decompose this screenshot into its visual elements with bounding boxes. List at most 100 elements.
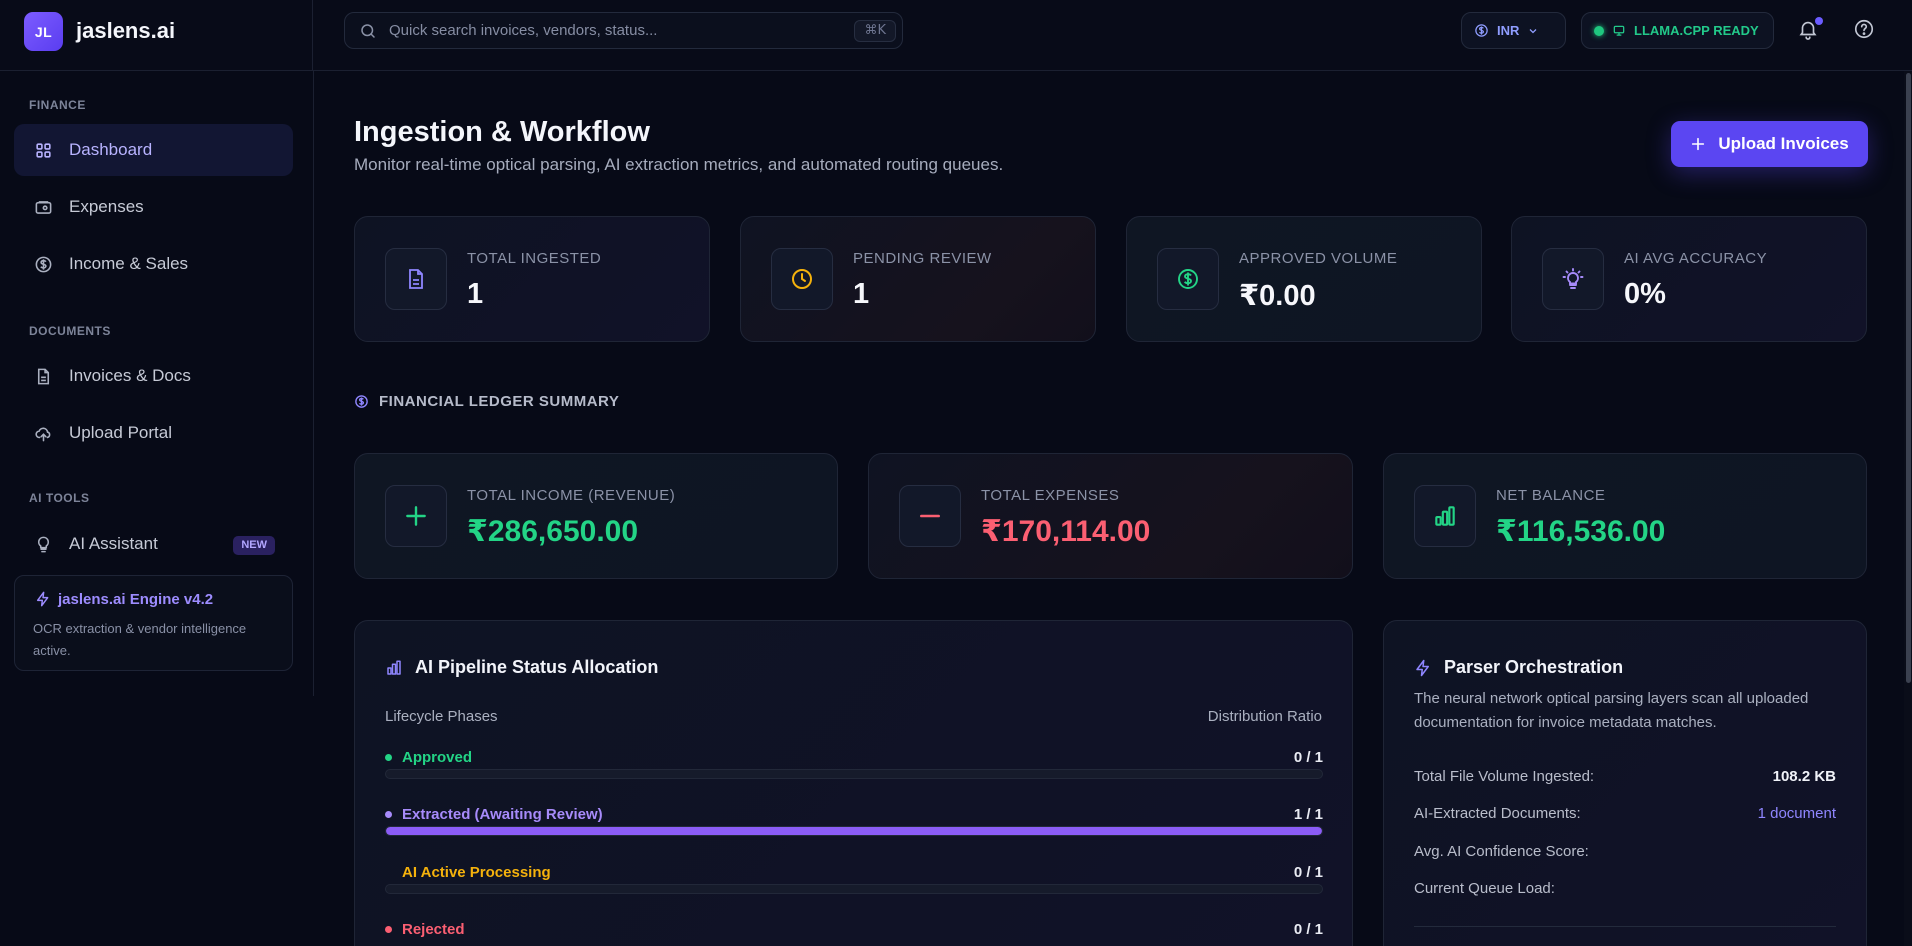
page-title: Ingestion & Workflow bbox=[354, 116, 650, 148]
search-icon bbox=[359, 22, 377, 40]
plus-icon bbox=[1690, 136, 1706, 152]
distribution-ratio-header: Distribution Ratio bbox=[1207, 708, 1322, 725]
sidebar-item-upload-portal[interactable]: Upload Portal bbox=[14, 407, 293, 459]
ledger-card-total-income[interactable]: TOTAL INCOME (REVENUE) ₹286,650.00 bbox=[354, 453, 838, 579]
sidebar-item-label: Dashboard bbox=[69, 140, 153, 159]
page-subtitle: Monitor real-time optical parsing, AI ex… bbox=[354, 155, 1004, 174]
brand: JL jaslens.ai bbox=[0, 0, 313, 71]
scrollbar-thumb[interactable] bbox=[1906, 73, 1911, 683]
upload-label: Upload Invoices bbox=[1718, 134, 1849, 153]
minus-icon bbox=[899, 485, 961, 547]
ledger-label: NET BALANCE bbox=[1496, 487, 1606, 504]
stat-label: AI AVG ACCURACY bbox=[1624, 250, 1768, 267]
parser-title-label: Parser Orchestration bbox=[1444, 657, 1624, 677]
phase-label-text: Approved bbox=[402, 749, 473, 766]
stat-card-pending-review[interactable]: PENDING REVIEW 1 bbox=[740, 216, 1096, 342]
grid-icon bbox=[34, 141, 53, 160]
parser-row-label: Current Queue Load: bbox=[1414, 880, 1555, 897]
sidebar-item-invoices-docs[interactable]: Invoices & Docs bbox=[14, 350, 293, 402]
phase-progress-track bbox=[385, 826, 1323, 836]
sidebar-item-ai-assistant[interactable]: AI Assistant NEW bbox=[14, 518, 293, 570]
ledger-label: TOTAL EXPENSES bbox=[981, 487, 1120, 504]
ledger-card-total-expenses[interactable]: TOTAL EXPENSES ₹170,114.00 bbox=[868, 453, 1353, 579]
phase-label-text: Rejected bbox=[402, 921, 465, 938]
sidebar-item-label: Invoices & Docs bbox=[69, 366, 191, 385]
phase-count: 0 / 1 bbox=[1293, 749, 1323, 766]
phase-count: 0 / 1 bbox=[1293, 921, 1323, 938]
phase-progress-track bbox=[385, 884, 1323, 894]
phase-dot bbox=[385, 926, 392, 933]
phase-extracted: Extracted (Awaiting Review) 1 / 1 bbox=[385, 806, 1323, 846]
currency-selector[interactable]: INR bbox=[1461, 12, 1566, 49]
pipeline-title-label: AI Pipeline Status Allocation bbox=[415, 657, 659, 677]
help-button[interactable] bbox=[1853, 18, 1879, 44]
phase-dot bbox=[385, 811, 392, 818]
cloud-upload-icon bbox=[34, 424, 53, 443]
stat-card-ai-accuracy[interactable]: AI AVG ACCURACY 0% bbox=[1511, 216, 1867, 342]
brand-name[interactable]: jaslens.ai bbox=[76, 18, 176, 43]
stat-card-total-ingested[interactable]: TOTAL INGESTED 1 bbox=[354, 216, 710, 342]
ledger-value: ₹286,650.00 bbox=[467, 515, 639, 548]
dollar-circle-icon bbox=[354, 394, 369, 409]
parser-row-queue-load: Current Queue Load: bbox=[1414, 880, 1836, 900]
ledger-heading: FINANCIAL LEDGER SUMMARY bbox=[354, 393, 619, 410]
engine-info-card: jaslens.ai Engine v4.2 OCR extraction & … bbox=[14, 575, 293, 671]
phase-progress-fill bbox=[386, 827, 1322, 835]
brand-logo[interactable]: JL bbox=[24, 12, 63, 51]
phase-dot bbox=[385, 869, 392, 876]
document-icon bbox=[34, 367, 53, 386]
currency-label: INR bbox=[1497, 23, 1520, 38]
phase-rejected: Rejected 0 / 1 bbox=[385, 921, 1323, 946]
phase-dot bbox=[385, 754, 392, 761]
engine-title: jaslens.ai Engine v4.2 bbox=[58, 591, 214, 608]
llm-status-label: LLAMA.CPP READY bbox=[1634, 23, 1759, 38]
bar-chart-icon bbox=[385, 659, 403, 677]
search-shortcut: ⌘K bbox=[854, 20, 896, 42]
stat-label: TOTAL INGESTED bbox=[467, 250, 602, 267]
parser-row-file-volume: Total File Volume Ingested: 108.2 KB bbox=[1414, 768, 1836, 788]
phase-label: AI Active Processing bbox=[385, 864, 551, 881]
sidebar: FINANCE Dashboard Expenses Income & Sale… bbox=[0, 71, 314, 696]
notifications-button[interactable] bbox=[1797, 17, 1823, 44]
parser-row-extracted-docs: AI-Extracted Documents: 1 document bbox=[1414, 805, 1836, 825]
stat-label: PENDING REVIEW bbox=[853, 250, 992, 267]
section-documents: DOCUMENTS bbox=[29, 324, 111, 338]
divider bbox=[1414, 926, 1836, 927]
phase-label: Approved bbox=[385, 749, 472, 766]
chevron-down-icon bbox=[1527, 25, 1539, 37]
phase-label-text: Extracted (Awaiting Review) bbox=[402, 806, 603, 823]
llm-status[interactable]: LLAMA.CPP READY bbox=[1581, 12, 1774, 49]
sidebar-item-income-sales[interactable]: Income & Sales bbox=[14, 238, 293, 290]
parser-row-label: AI-Extracted Documents: bbox=[1414, 805, 1581, 822]
top-bar: JL jaslens.ai ⌘K INR LLAMA.CPP READY bbox=[0, 0, 1912, 71]
pipeline-title: AI Pipeline Status Allocation bbox=[385, 657, 658, 678]
clock-icon bbox=[771, 248, 833, 310]
dollar-circle-icon bbox=[34, 255, 53, 274]
sidebar-item-label: Upload Portal bbox=[69, 423, 173, 442]
upload-invoices-button[interactable]: Upload Invoices bbox=[1671, 121, 1868, 167]
sidebar-item-expenses[interactable]: Expenses bbox=[14, 181, 293, 233]
ledger-card-net-balance[interactable]: NET BALANCE ₹116,536.00 bbox=[1383, 453, 1867, 579]
stat-value: ₹0.00 bbox=[1239, 280, 1316, 312]
sidebar-item-dashboard[interactable]: Dashboard bbox=[14, 124, 293, 176]
lightning-icon bbox=[35, 591, 51, 607]
stat-card-approved-volume[interactable]: APPROVED VOLUME ₹0.00 bbox=[1126, 216, 1482, 342]
search-bar[interactable]: ⌘K bbox=[344, 12, 903, 49]
phase-count: 0 / 1 bbox=[1293, 864, 1323, 881]
dollar-circle-icon bbox=[1157, 248, 1219, 310]
parser-row-value[interactable]: 1 document bbox=[1757, 805, 1836, 822]
bell-icon bbox=[1797, 18, 1823, 40]
stat-value: 1 bbox=[853, 278, 870, 310]
currency-icon bbox=[1474, 23, 1489, 38]
wallet-icon bbox=[34, 198, 53, 217]
search-input[interactable] bbox=[389, 13, 809, 48]
section-finance: FINANCE bbox=[29, 98, 86, 112]
lightbulb-icon bbox=[34, 535, 53, 554]
parser-row-value: 108.2 KB bbox=[1772, 768, 1836, 785]
parser-description: The neural network optical parsing layer… bbox=[1414, 690, 1809, 731]
new-badge: NEW bbox=[233, 536, 275, 555]
server-icon bbox=[1612, 24, 1626, 38]
stat-value: 1 bbox=[467, 278, 484, 310]
parser-row-label: Avg. AI Confidence Score: bbox=[1414, 843, 1589, 860]
parser-panel: Parser Orchestration The neural network … bbox=[1383, 620, 1867, 946]
